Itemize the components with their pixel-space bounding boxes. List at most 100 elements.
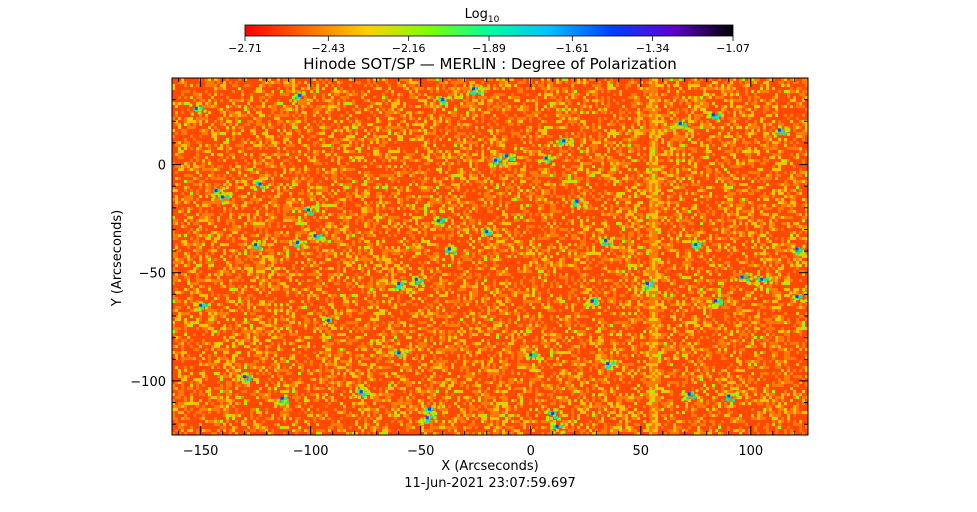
- heatmap-cell: [292, 84, 295, 87]
- heatmap-cell: [220, 120, 223, 123]
- heatmap-cell: [349, 135, 352, 138]
- heatmap-cell: [235, 207, 238, 210]
- heatmap-cell: [763, 144, 766, 147]
- heatmap-cell: [244, 153, 247, 156]
- heatmap-cell: [661, 153, 664, 156]
- heatmap-cell: [451, 156, 454, 159]
- heatmap-cell: [274, 174, 277, 177]
- heatmap-cell: [196, 189, 199, 192]
- heatmap-cell: [259, 174, 262, 177]
- heatmap-cell: [301, 231, 304, 234]
- heatmap-cell: [682, 99, 685, 102]
- heatmap-cell: [196, 153, 199, 156]
- heatmap-cell: [403, 162, 406, 165]
- heatmap-cell: [679, 102, 682, 105]
- heatmap-cell: [370, 174, 373, 177]
- heatmap-cell: [571, 192, 574, 195]
- heatmap-cell: [346, 219, 349, 222]
- heatmap-cell: [439, 198, 442, 201]
- heatmap-cell: [289, 99, 292, 102]
- heatmap-cell: [226, 147, 229, 150]
- heatmap-cell: [601, 195, 604, 198]
- heatmap-cell: [676, 162, 679, 165]
- heatmap-cell: [520, 174, 523, 177]
- heatmap-cell: [694, 99, 697, 102]
- heatmap-cell: [265, 81, 268, 84]
- heatmap-cell: [220, 231, 223, 234]
- heatmap-cell: [499, 201, 502, 204]
- heatmap-cell: [265, 153, 268, 156]
- heatmap-cell: [397, 222, 400, 225]
- heatmap-cell: [586, 180, 589, 183]
- heatmap-cell: [433, 141, 436, 144]
- heatmap-cell: [319, 138, 322, 141]
- heatmap-cell: [403, 213, 406, 216]
- heatmap-cell: [520, 135, 523, 138]
- heatmap-cell: [202, 132, 205, 135]
- heatmap-cell: [538, 198, 541, 201]
- heatmap-cell: [259, 78, 262, 81]
- heatmap-cell: [487, 189, 490, 192]
- heatmap-cell: [256, 123, 259, 126]
- heatmap-cell: [793, 81, 796, 84]
- heatmap-cell: [214, 99, 217, 102]
- heatmap-cell: [679, 216, 682, 219]
- heatmap-cell: [652, 90, 655, 93]
- colorbar-tick-label: −2.43: [311, 42, 345, 55]
- heatmap-cell: [655, 201, 658, 204]
- heatmap-cell: [304, 117, 307, 120]
- heatmap-cell: [304, 96, 307, 99]
- heatmap-cell: [406, 126, 409, 129]
- heatmap-cell: [358, 159, 361, 162]
- heatmap-cell: [520, 198, 523, 201]
- heatmap-cell: [376, 192, 379, 195]
- heatmap-cell: [658, 108, 661, 111]
- heatmap-cell: [418, 105, 421, 108]
- heatmap-cell: [460, 144, 463, 147]
- heatmap-cell: [316, 108, 319, 111]
- heatmap-cell: [676, 81, 679, 84]
- heatmap-cell: [673, 147, 676, 150]
- heatmap-cell: [793, 171, 796, 174]
- heatmap-cell: [598, 159, 601, 162]
- heatmap-cell: [328, 153, 331, 156]
- heatmap-cell: [790, 189, 793, 192]
- heatmap-cell: [511, 180, 514, 183]
- heatmap-cell: [643, 126, 646, 129]
- heatmap-cell: [502, 171, 505, 174]
- heatmap-cell: [415, 96, 418, 99]
- heatmap-cell: [433, 213, 436, 216]
- heatmap-cell: [670, 195, 673, 198]
- heatmap-cell: [664, 153, 667, 156]
- heatmap-cell: [373, 78, 376, 81]
- heatmap-cell: [193, 201, 196, 204]
- heatmap-cell: [637, 201, 640, 204]
- heatmap-cell: [244, 159, 247, 162]
- heatmap-cell: [484, 90, 487, 93]
- heatmap-cell: [310, 99, 313, 102]
- heatmap-cell: [493, 225, 496, 228]
- heatmap-cell: [541, 84, 544, 87]
- heatmap-cell: [493, 150, 496, 153]
- heatmap-cell: [643, 159, 646, 162]
- heatmap-cell: [730, 186, 733, 189]
- heatmap-cell: [571, 90, 574, 93]
- heatmap-cell: [727, 159, 730, 162]
- heatmap-cell: [289, 156, 292, 159]
- heatmap-cell: [484, 141, 487, 144]
- heatmap-cell: [694, 171, 697, 174]
- heatmap-cell: [790, 216, 793, 219]
- heatmap-cell: [544, 174, 547, 177]
- heatmap-cell: [313, 159, 316, 162]
- heatmap-cell: [439, 225, 442, 228]
- heatmap-cell: [400, 120, 403, 123]
- heatmap-cell: [622, 162, 625, 165]
- heatmap-cell: [715, 159, 718, 162]
- heatmap-cell: [622, 159, 625, 162]
- heatmap-cell: [679, 138, 682, 141]
- heatmap-cell: [442, 204, 445, 207]
- heatmap-cell: [553, 174, 556, 177]
- heatmap-cell: [595, 141, 598, 144]
- heatmap-cell: [289, 198, 292, 201]
- heatmap-cell: [661, 216, 664, 219]
